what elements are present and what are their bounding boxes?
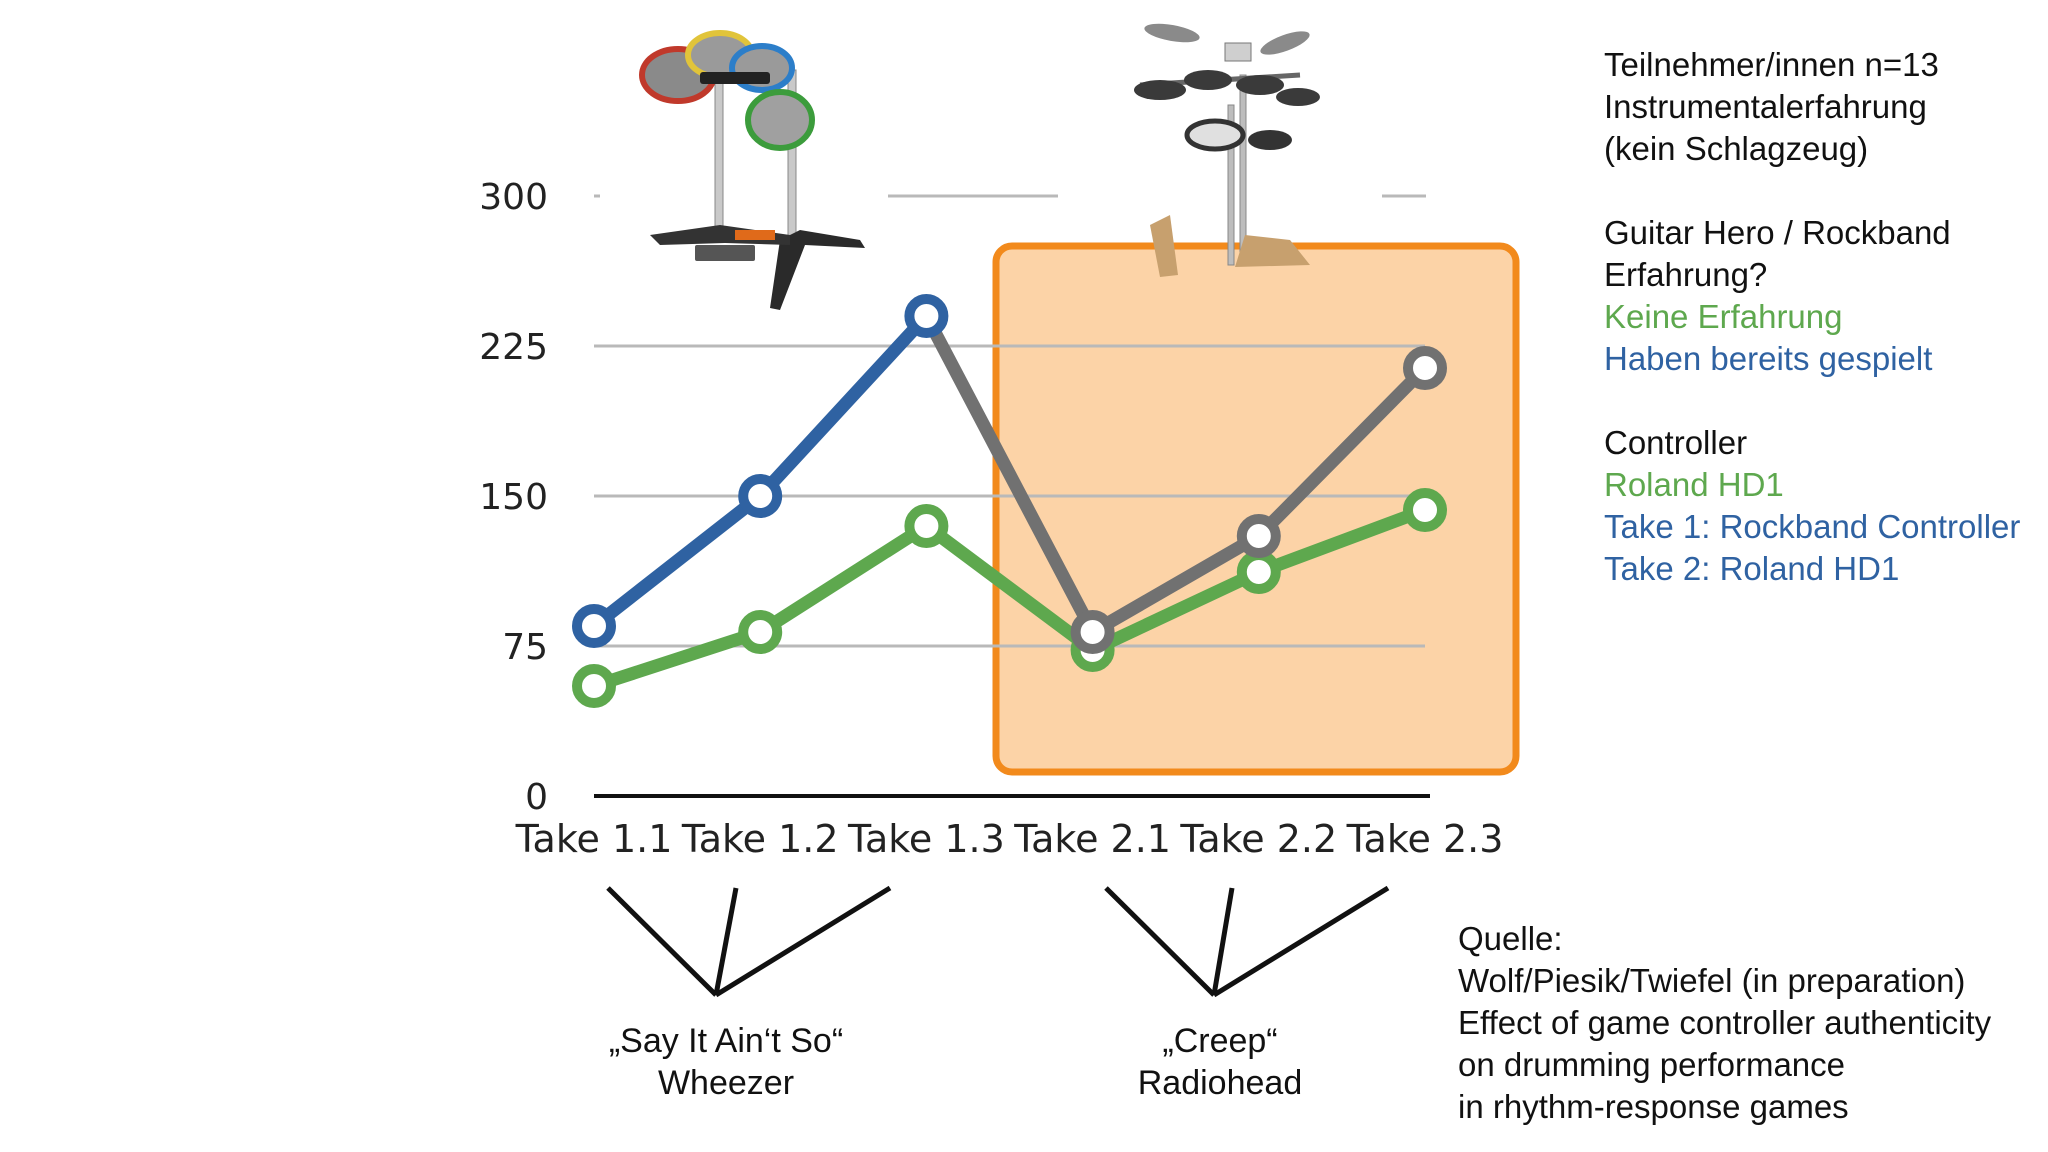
legend-notes: Teilnehmer/innen n=13 Instrumentalerfahru…: [1604, 44, 2020, 590]
x-category-label: Take 1.2: [681, 817, 839, 861]
data-point-green: [904, 504, 949, 548]
series-line-blue: [587, 309, 933, 633]
x-category-label: Take 2.3: [1346, 817, 1504, 861]
rockband-drum-controller-icon: [639, 30, 865, 310]
x-category-label: Take 1.1: [515, 817, 673, 861]
y-tick-label: 225: [479, 327, 548, 368]
song-title: „Say It Ain‘t So“: [608, 1022, 844, 1060]
legend-spacer: [1604, 170, 2020, 212]
song-caption-2: „Creep“ Radiohead: [1050, 1020, 1390, 1104]
legend-line: Erfahrung?: [1604, 256, 1768, 293]
y-tick-label: 300: [479, 177, 548, 218]
song-artist: Radiohead: [1137, 1064, 1303, 1102]
series-line-green: [587, 503, 1432, 693]
data-point-gray: [1403, 346, 1447, 390]
legend-line: Instrumentalerfahrung: [1604, 88, 1927, 125]
x-axis-categories: Take 1.1 Take 1.2 Take 1.3 Take 2.1 Take 2.2…: [515, 817, 1504, 861]
legend-line: Guitar Hero / Rockband: [1604, 214, 1951, 251]
source-line: in rhythm-response games: [1458, 1088, 1849, 1125]
data-point-green: [572, 664, 616, 708]
legend-line: (kein Schlagzeug): [1604, 130, 1869, 167]
source-line: Quelle:: [1458, 920, 1563, 957]
data-point-gray: [1070, 610, 1115, 654]
y-tick-label: 0: [525, 777, 548, 818]
legend-line: Teilnehmer/innen n=13: [1604, 46, 1939, 83]
data-point-green: [1403, 488, 1447, 532]
source-line: Wolf/Piesik/Twiefel (in preparation): [1458, 962, 1966, 999]
series-layer: [572, 294, 1447, 708]
song-bracket-1: [606, 885, 892, 998]
song-artist: Wheezer: [657, 1064, 795, 1102]
data-point-green: [738, 610, 783, 654]
legend-line: Keine Erfahrung: [1604, 298, 1843, 335]
y-tick-label: 150: [479, 477, 548, 518]
y-axis-ticks: 0 75 150 225 300: [479, 177, 548, 818]
data-point-green: [1236, 550, 1281, 594]
song-title: „Creep“: [1162, 1022, 1278, 1060]
legend-spacer: [1604, 380, 2020, 422]
source-line: Effect of game controller authenticity: [1458, 1004, 1992, 1041]
source-line: on drumming performance: [1458, 1046, 1846, 1083]
legend-line: Take 1: Rockband Controller: [1604, 508, 2021, 545]
data-point-blue: [904, 294, 949, 338]
x-category-label: Take 2.1: [1013, 817, 1171, 861]
legend-line: Controller: [1604, 424, 1748, 461]
series-line-gray: [919, 309, 1432, 639]
x-category-label: Take 2.2: [1179, 817, 1337, 861]
legend-line: Haben bereits gespielt: [1604, 340, 1933, 377]
song-caption-1: „Say It Ain‘t So“ Wheezer: [556, 1020, 896, 1104]
data-point-blue: [572, 604, 616, 648]
x-category-label: Take 1.3: [847, 817, 1005, 861]
data-point-blue: [738, 474, 783, 518]
roland-electronic-drum-kit-icon: [1134, 23, 1320, 277]
legend-line: Take 2: Roland HD1: [1604, 550, 1900, 587]
y-tick-label: 75: [502, 627, 548, 668]
song-bracket-2: [1104, 885, 1390, 998]
source-citation: Quelle: Wolf/Piesik/Twiefel (in preparati…: [1458, 918, 1991, 1128]
data-point-gray: [1236, 514, 1281, 558]
legend-line: Roland HD1: [1604, 466, 1784, 503]
